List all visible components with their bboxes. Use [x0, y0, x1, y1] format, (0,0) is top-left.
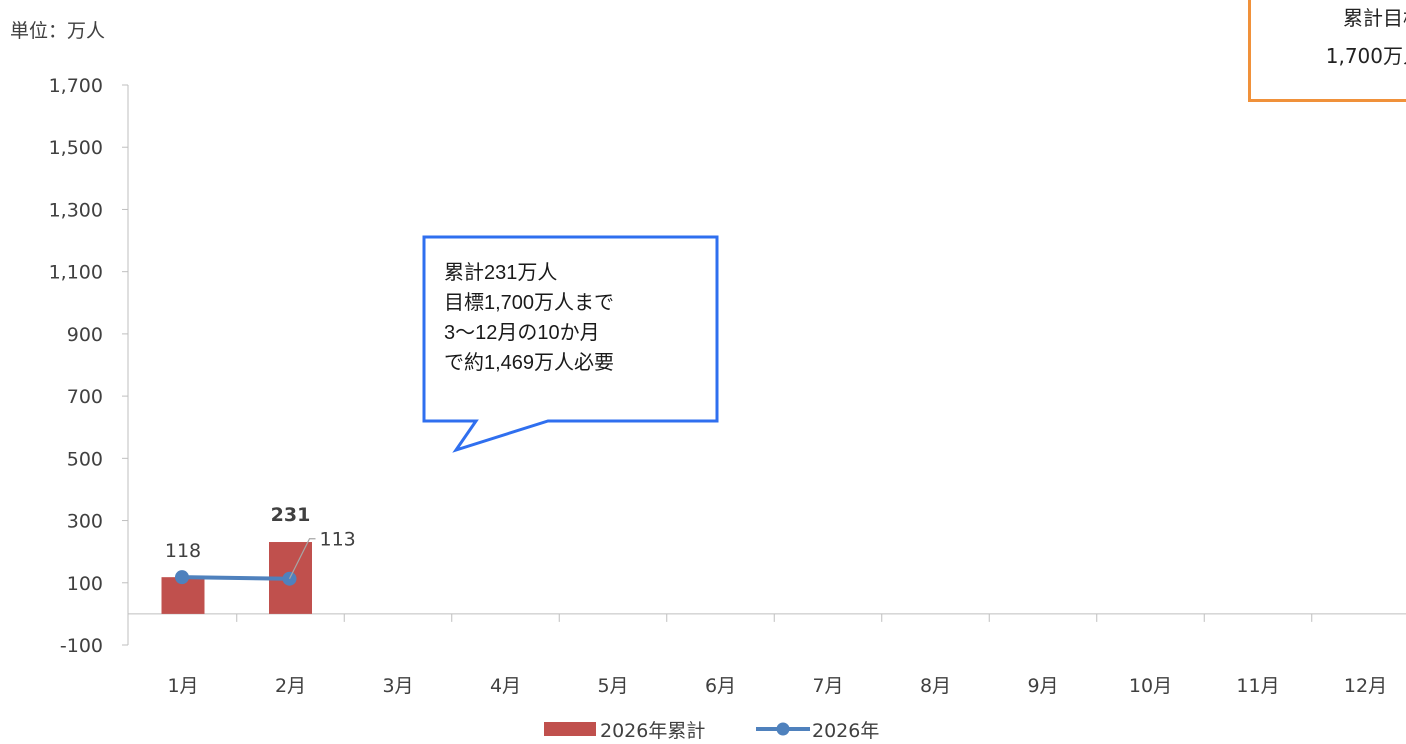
data-label-leader: [288, 538, 316, 580]
y-tick-label: 1,700: [49, 75, 103, 97]
line-data-label: 113: [320, 529, 356, 551]
legend-line-swatch: [756, 722, 810, 736]
y-tick-label: 1,300: [49, 199, 103, 221]
target-box: 累計目標 1,700万人: [1248, 0, 1406, 102]
callout-line: で約1,469万人必要: [444, 352, 615, 374]
x-tick-label: 10月: [1129, 675, 1172, 697]
unit-label: 単位：万人: [10, 20, 106, 42]
y-tick-label: 300: [67, 511, 103, 533]
x-tick-label: 11月: [1236, 675, 1279, 697]
legend-line-label: 2026年: [812, 720, 880, 742]
x-tick-label: 6月: [705, 675, 736, 697]
y-tick-label: 100: [67, 573, 103, 595]
y-tick-label: 1,100: [49, 262, 103, 284]
x-tick-label: 5月: [597, 675, 628, 697]
x-tick-label: 4月: [490, 675, 521, 697]
x-tick-label: 8月: [920, 675, 951, 697]
callout-line: 3〜12月の10か月: [444, 322, 600, 344]
callout-text: 累計231万人 目標1,700万人まで 3〜12月の10か月 で約1,469万人…: [444, 258, 614, 378]
bar-data-label-bold: 231: [271, 504, 311, 526]
y-tick-label: 1,500: [49, 137, 103, 159]
x-tick-label: 2月: [275, 675, 306, 697]
y-tick-label: 700: [67, 386, 103, 408]
y-tick-label: 500: [67, 448, 103, 470]
x-tick-label: 9月: [1027, 675, 1058, 697]
x-tick-label: 3月: [382, 675, 413, 697]
legend-bar-swatch: [544, 722, 596, 736]
target-label-line2: 1,700万人: [1325, 44, 1406, 68]
callout-bubble: [422, 235, 719, 453]
legend: 2026年累計 2026年: [0, 716, 1406, 744]
x-tick-label: 12月: [1344, 675, 1387, 697]
callout-line: 目標1,700万人まで: [444, 292, 615, 314]
bar-data-label: 118: [165, 540, 201, 562]
line-point: [175, 570, 189, 585]
y-tick-label: -100: [60, 635, 103, 657]
target-label-line1: 累計目標: [1343, 6, 1406, 30]
y-tick-label: 900: [67, 324, 103, 346]
x-tick-label: 7月: [812, 675, 843, 697]
line-series: [181, 575, 290, 581]
legend-bar-label: 2026年累計: [600, 720, 706, 742]
x-tick-label: 1月: [167, 675, 198, 697]
callout-line: 累計231万人: [444, 262, 558, 284]
